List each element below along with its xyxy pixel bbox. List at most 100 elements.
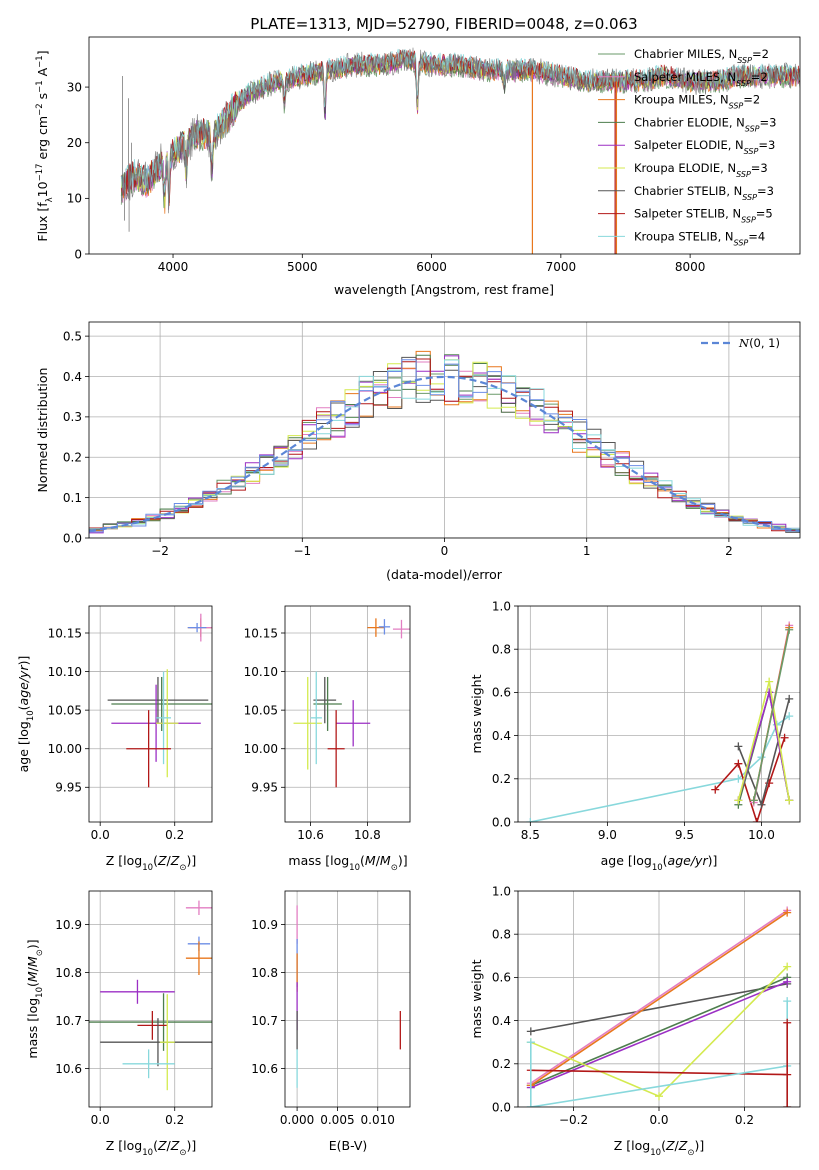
x-tick-label: 0.2 xyxy=(735,1113,754,1127)
plot-age_vs_mass: 10.6 10.8 9.95 10.00 10.05 10.10 10.15 mass [lo… xyxy=(244,605,411,873)
x-tick-label: −1 xyxy=(293,544,311,558)
weight-marker xyxy=(765,677,774,686)
plot-age_vs_Z: 0.0 0.2 9.95 10.00 10.05 10.10 10.15 Z [log10(Z… xyxy=(16,605,213,873)
weight-marker xyxy=(785,796,794,805)
y-tick-label: 0.0 xyxy=(63,531,82,545)
x-tick-label: 9.5 xyxy=(675,828,694,842)
errorbar-point xyxy=(122,1049,175,1079)
errorbar-point xyxy=(367,618,385,637)
x-tick-label: 6000 xyxy=(416,260,447,274)
weight-marker xyxy=(734,796,743,805)
legend-label: Salpeter ELODIE, NSSP=3 xyxy=(634,138,775,156)
x-tick-label: 0.0 xyxy=(91,1113,110,1127)
plot-mass_vs_ebv: 0.000 0.005 0.010 10.6 10.7 10.8 10.9 E(B-V) xyxy=(251,890,411,1153)
y-tick-label: 10.7 xyxy=(55,1014,82,1028)
x-tick-label: 10.0 xyxy=(748,828,775,842)
legend-label: Chabrier ELODIE, NSSP=3 xyxy=(634,115,776,132)
weight-marker xyxy=(780,733,789,742)
weight-marker xyxy=(783,1018,792,1027)
y-tick-label: 10.6 xyxy=(55,1062,82,1076)
y-tick-label: 10.10 xyxy=(48,665,82,679)
errorbar-point xyxy=(310,671,322,765)
weight-marker xyxy=(783,977,792,986)
errorbar-point xyxy=(313,676,337,724)
histogram-line xyxy=(89,359,800,538)
x-tick-label: 0.0 xyxy=(649,1113,668,1127)
x-tick-label: 0.005 xyxy=(320,1113,354,1127)
weight-marker xyxy=(783,997,792,1006)
y-tick-label: 30 xyxy=(67,80,82,94)
y-tick-label: 1.0 xyxy=(492,599,511,613)
weight-line xyxy=(530,911,788,1087)
errorbar-point xyxy=(378,619,391,635)
weight-marker xyxy=(526,1103,535,1107)
weight-marker xyxy=(734,759,743,768)
errorbar-point xyxy=(159,994,175,1091)
weight-marker xyxy=(526,1027,535,1036)
weight-marker xyxy=(526,1038,535,1047)
weight-line xyxy=(530,1065,788,1107)
errorbar-point xyxy=(89,993,212,1051)
axes-frame xyxy=(284,605,411,823)
plot-area xyxy=(89,322,800,538)
plot-area xyxy=(285,891,410,1107)
x-tick-label: −2 xyxy=(151,544,169,558)
weight-line xyxy=(530,909,788,1084)
y-tick-label: 10.15 xyxy=(48,626,82,640)
x-tick-label: 4000 xyxy=(158,260,189,274)
errorbar-point xyxy=(137,1011,168,1040)
x-tick-label: 8000 xyxy=(675,260,706,274)
weight-line xyxy=(714,737,786,822)
weight-marker xyxy=(655,1092,663,1101)
y-tick-label: 9.95 xyxy=(55,781,82,795)
y-tick-label: 0.4 xyxy=(492,729,511,743)
y-tick-label: 10.8 xyxy=(55,966,82,980)
x-axis-label: Z [log10(Z/Z⊙)] xyxy=(106,1138,196,1158)
weight-marker xyxy=(783,1103,792,1107)
weight-marker xyxy=(734,742,743,751)
y-tick-label: 0.6 xyxy=(492,686,511,700)
weight-line xyxy=(530,1069,788,1076)
plot-area xyxy=(518,891,800,1107)
errorbar-point xyxy=(185,941,212,975)
y-tick-label: 0.4 xyxy=(492,1014,511,1028)
y-tick-label: 10.9 xyxy=(251,918,278,932)
x-axis-label: E(B-V) xyxy=(329,1138,368,1153)
x-tick-label: 10.6 xyxy=(297,828,324,842)
plot-weight_vs_age: 8.5 9.0 9.5 10.0 0.0 0.2 0.4 0.6 0.8 1.0 age [log1… xyxy=(469,599,801,873)
y-tick-label: 0.8 xyxy=(492,928,511,942)
y-tick-label: 0.4 xyxy=(63,370,82,384)
legend-label: Chabrier MILES, NSSP=2 xyxy=(634,47,769,65)
errorbar-point xyxy=(185,900,212,915)
y-tick-label: 10.9 xyxy=(55,918,82,932)
y-tick-label: 10.05 xyxy=(244,703,278,717)
errorbar-point xyxy=(392,619,410,639)
y-tick-label: 10 xyxy=(67,192,82,206)
y-tick-label: 0.2 xyxy=(492,772,511,786)
x-tick-label: 9.0 xyxy=(598,828,617,842)
weight-line xyxy=(530,980,788,1089)
y-tick-label: 0.0 xyxy=(492,815,511,829)
weight-marker xyxy=(526,818,535,822)
legend-label: Salpeter MILES, NSSP=2 xyxy=(634,70,768,88)
y-tick-label: 10.00 xyxy=(244,742,278,756)
weight-marker xyxy=(783,962,792,971)
axes-frame xyxy=(517,605,801,823)
y-tick-label: 20 xyxy=(67,136,82,150)
y-axis-label: Normed distribution xyxy=(35,368,50,493)
legend-label: Kroupa STELIB, NSSP=4 xyxy=(634,229,765,247)
weight-marker xyxy=(752,818,761,822)
legend-label: N(0, 1) xyxy=(738,336,780,350)
weight-marker xyxy=(734,774,743,783)
errorbar-point xyxy=(187,622,207,633)
y-tick-label: 0.8 xyxy=(492,643,511,657)
errorbar-point xyxy=(107,676,209,724)
weight-marker xyxy=(711,785,720,794)
axes-frame xyxy=(88,36,801,255)
y-tick-label: 0.0 xyxy=(492,1100,511,1114)
errorbar-point xyxy=(336,700,371,747)
x-tick-label: 0.2 xyxy=(165,828,184,842)
y-tick-label: 0.5 xyxy=(63,329,82,343)
y-tick-label: 0.2 xyxy=(63,451,82,465)
y-tick-label: 10.10 xyxy=(244,665,278,679)
